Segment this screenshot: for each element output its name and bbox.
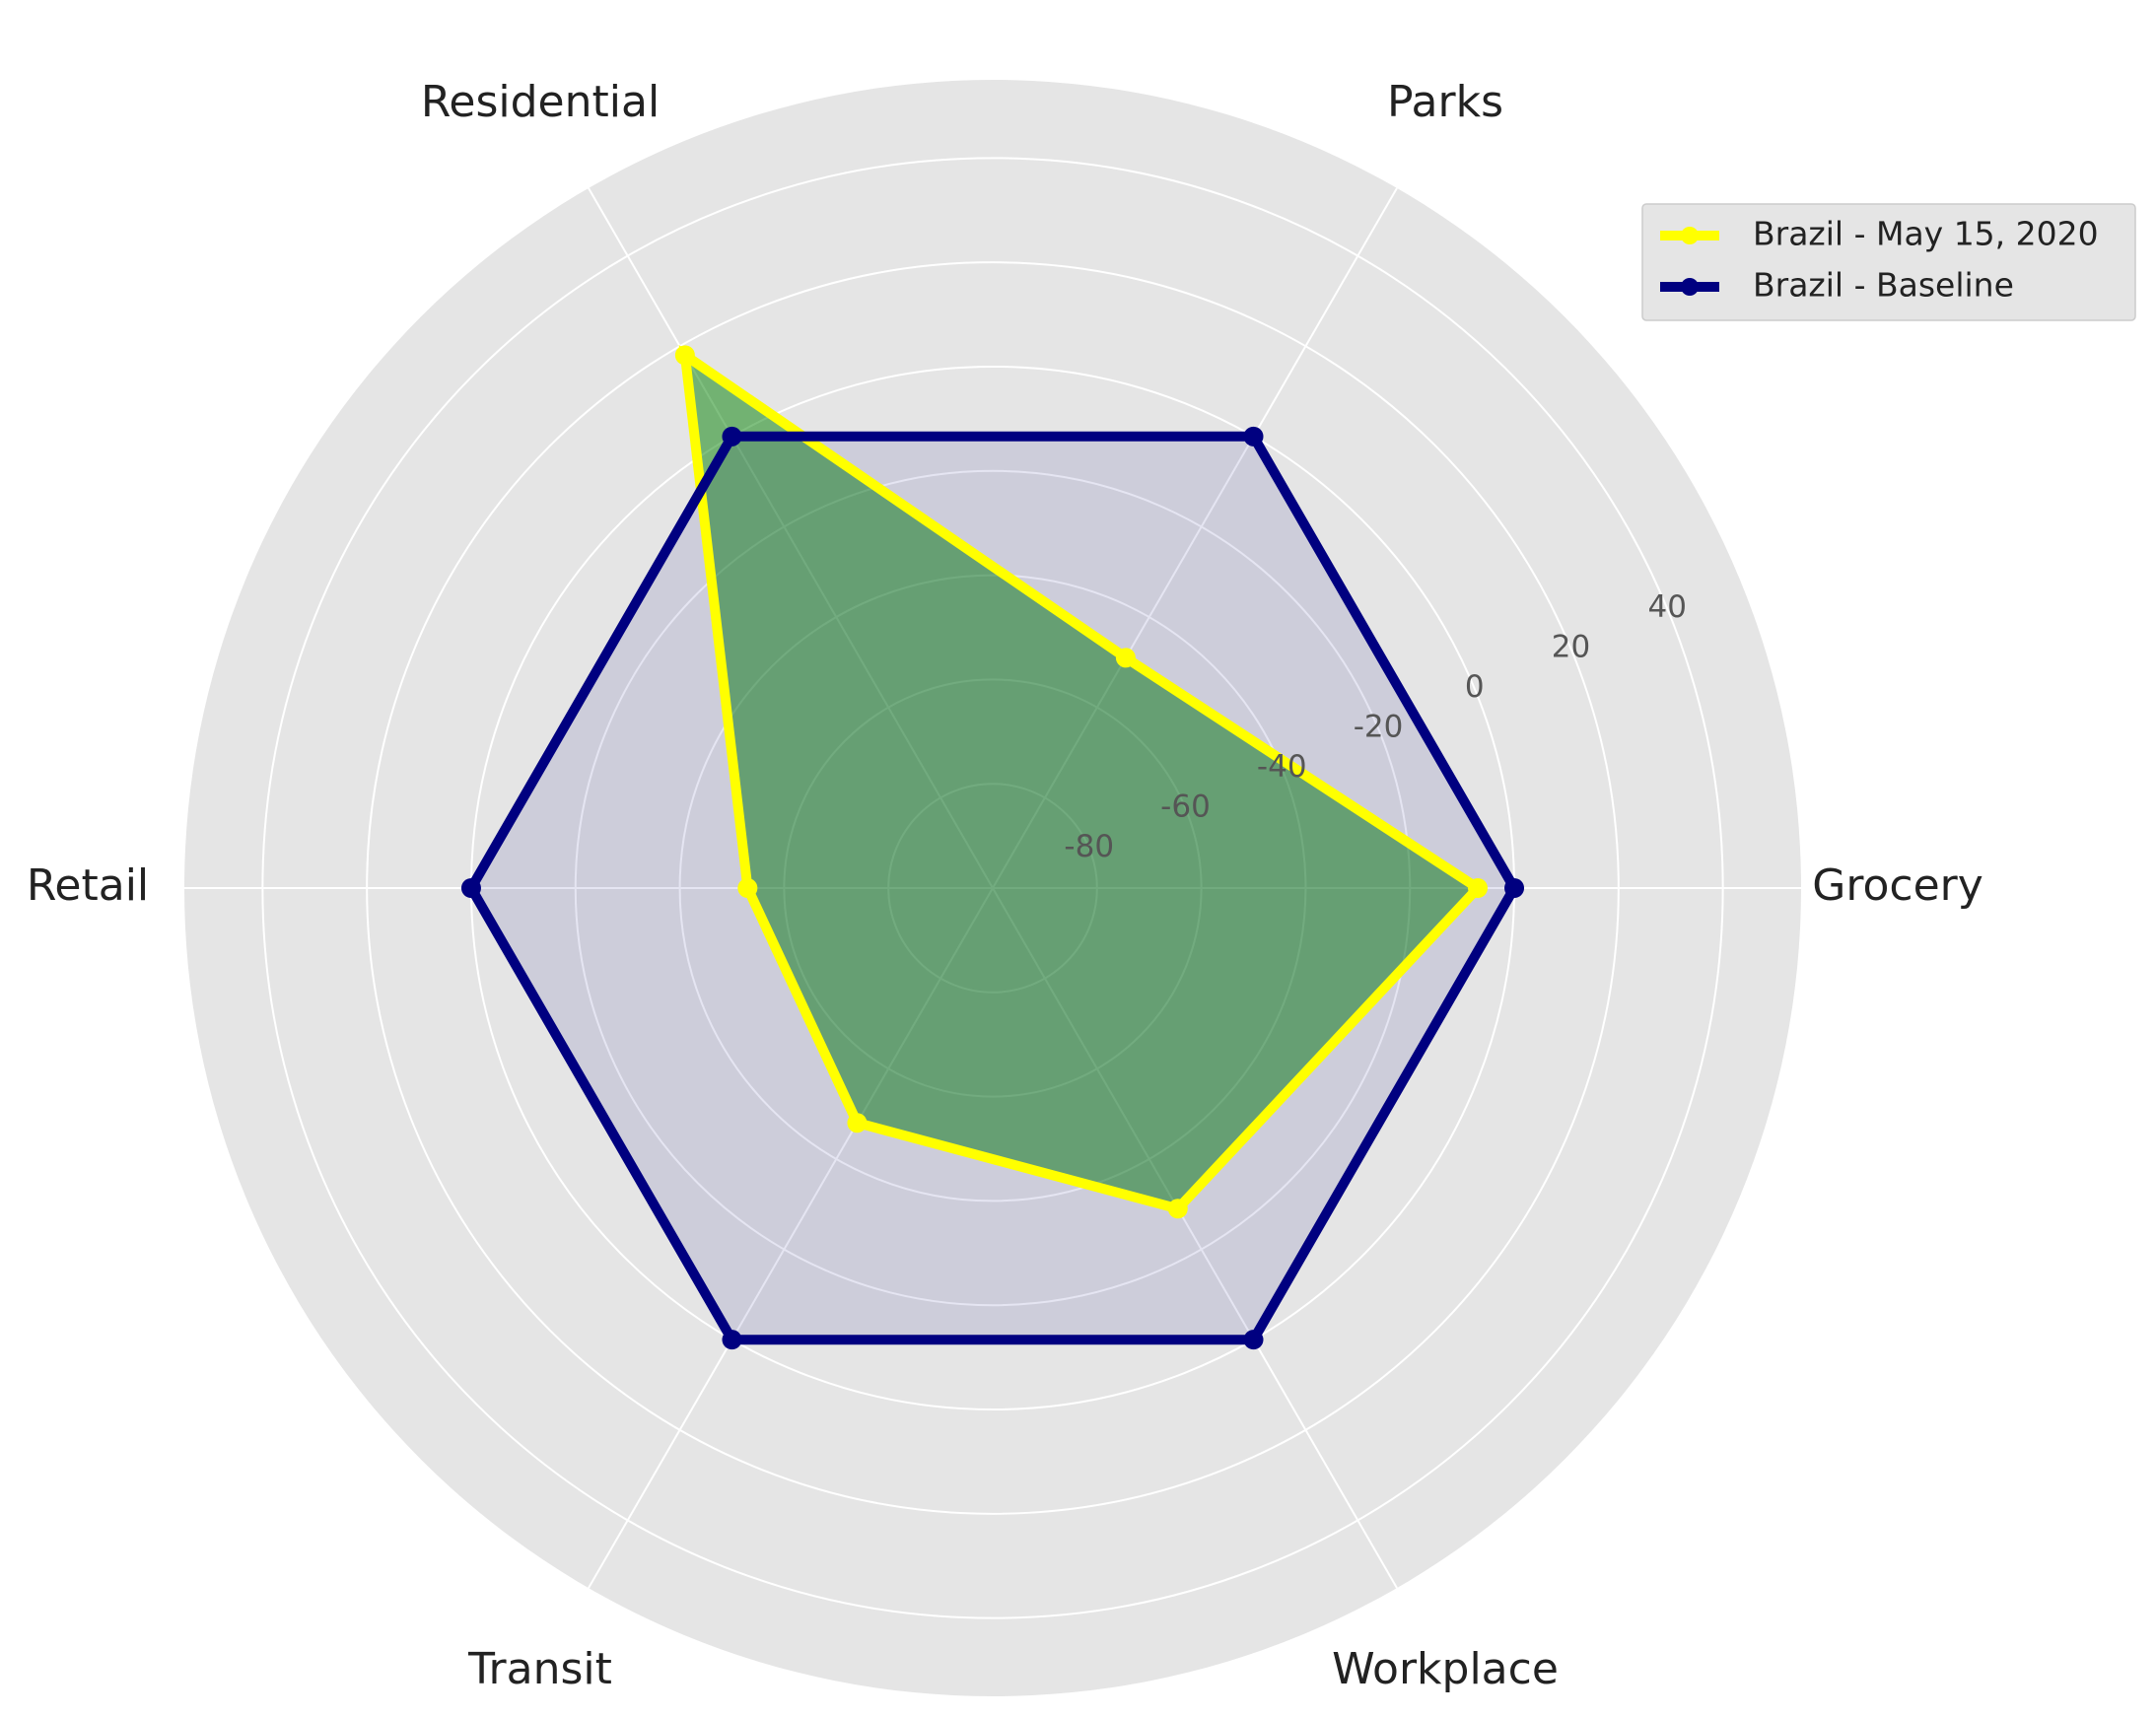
r-tick-label: -60 [1160,790,1211,825]
series-area [684,355,1478,1209]
legend-label: Brazil - May 15, 2020 [1753,215,2099,253]
r-tick-label: -20 [1354,710,1404,745]
series-marker [1468,878,1488,898]
category-label: Workplace [1332,1644,1559,1694]
series-area [471,436,1514,1340]
r-tick-label: -80 [1064,829,1114,864]
series-marker [737,878,758,898]
category-label: Transit [467,1644,612,1694]
category-label: Parks [1387,77,1503,127]
series-marker [1504,878,1525,898]
series-marker [722,1330,742,1350]
r-tick-label: 0 [1465,669,1485,705]
series-marker [460,878,481,898]
category-label: Grocery [1812,860,1983,911]
legend-marker [1681,227,1699,244]
r-tick-label: 20 [1552,630,1590,665]
legend-box [1641,203,2136,321]
r-tick-label: -40 [1257,749,1307,785]
category-label: Retail [27,860,149,911]
legend-marker [1681,278,1699,296]
legend-label: Brazil - Baseline [1753,266,2014,305]
series-marker [674,345,695,366]
series-marker [722,426,742,446]
series-marker [1243,426,1264,446]
r-tick-label: 40 [1648,589,1687,625]
category-label: Residential [421,77,660,127]
series-marker [1243,1330,1264,1350]
series-marker [1115,648,1136,668]
series-marker [1167,1199,1188,1219]
series-marker [847,1113,868,1133]
